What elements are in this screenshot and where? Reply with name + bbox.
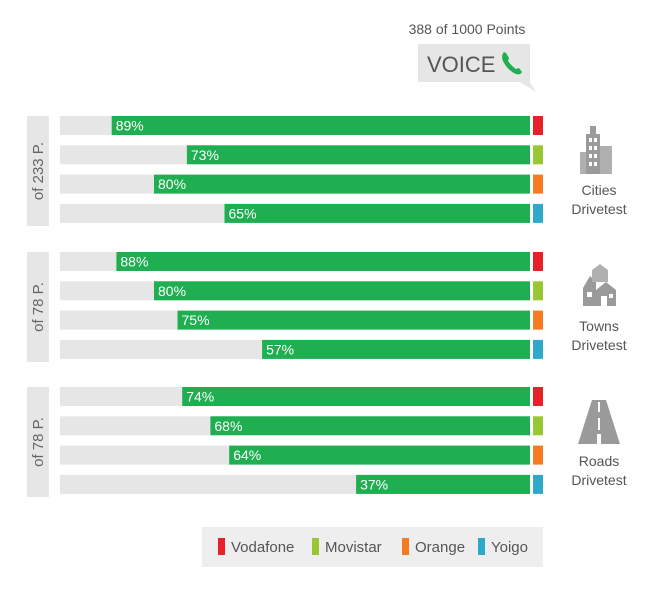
value-label-cities-movistar: 73% xyxy=(191,147,219,163)
value-label-towns-orange: 75% xyxy=(182,312,210,328)
caption-towns: Towns xyxy=(579,318,619,334)
value-label-roads-orange: 64% xyxy=(233,447,261,463)
caption-cities-drivetest: Drivetest xyxy=(571,201,626,217)
legend-label-orange: Orange xyxy=(415,539,465,556)
series-swatch-towns-orange xyxy=(533,310,543,330)
series-swatch-cities-vodafone xyxy=(533,116,543,135)
bar-cities-vodafone xyxy=(111,116,530,135)
caption-roads: Roads xyxy=(579,453,619,469)
voice-label: VOICE xyxy=(427,52,495,77)
points-text: 388 of 1000 Points xyxy=(409,21,526,37)
series-swatch-towns-yoigo xyxy=(533,339,543,359)
value-label-cities-orange: 80% xyxy=(158,176,186,192)
series-swatch-roads-movistar xyxy=(533,416,543,436)
bar-towns-yoigo xyxy=(262,339,530,359)
bar-roads-vodafone xyxy=(182,387,530,406)
series-swatch-cities-orange xyxy=(533,174,543,194)
bar-roads-orange xyxy=(229,445,530,465)
bar-towns-movistar xyxy=(154,281,530,301)
series-swatch-roads-yoigo xyxy=(533,474,543,494)
bar-towns-vodafone xyxy=(116,252,531,271)
bar-cities-movistar xyxy=(186,145,530,165)
legend-swatch-yoigo xyxy=(478,538,485,555)
legend-swatch-vodafone xyxy=(218,538,225,555)
value-label-roads-vodafone: 74% xyxy=(186,389,214,405)
bar-cities-orange xyxy=(154,174,530,194)
series-swatch-towns-vodafone xyxy=(533,252,543,271)
series-swatch-roads-orange xyxy=(533,445,543,465)
legend-label-vodafone: Vodafone xyxy=(231,539,294,556)
value-label-towns-vodafone: 88% xyxy=(120,254,148,270)
legend-swatch-orange xyxy=(402,538,409,555)
bar-towns-orange xyxy=(177,310,530,330)
bar-roads-movistar xyxy=(210,416,530,436)
side-label-roads: of 78 P. xyxy=(30,417,47,467)
series-swatch-cities-movistar xyxy=(533,145,543,165)
value-label-cities-vodafone: 89% xyxy=(116,118,144,134)
value-label-roads-yoigo: 37% xyxy=(360,476,388,492)
legend-label-yoigo: Yoigo xyxy=(491,539,528,556)
side-label-cities: of 233 P. xyxy=(30,142,47,200)
bar-cities-yoigo xyxy=(224,203,530,223)
phone-icon xyxy=(502,52,522,75)
bar-roads-yoigo xyxy=(356,474,530,494)
value-label-roads-movistar: 68% xyxy=(214,418,242,434)
side-label-towns: of 78 P. xyxy=(30,282,47,332)
legend-box xyxy=(202,527,543,567)
caption-cities: Cities xyxy=(581,182,616,198)
legend-label-movistar: Movistar xyxy=(325,539,382,556)
side-tab-towns xyxy=(27,252,49,362)
series-swatch-cities-yoigo xyxy=(533,203,543,223)
value-label-towns-movistar: 80% xyxy=(158,283,186,299)
road-icon xyxy=(578,400,620,444)
series-swatch-roads-vodafone xyxy=(533,387,543,406)
city-buildings-icon xyxy=(580,126,612,174)
caption-towns-drivetest: Drivetest xyxy=(571,337,626,353)
series-swatch-towns-movistar xyxy=(533,281,543,301)
value-label-cities-yoigo: 65% xyxy=(229,205,257,221)
value-label-towns-yoigo: 57% xyxy=(266,341,294,357)
side-tab-roads xyxy=(27,387,49,497)
caption-roads-drivetest: Drivetest xyxy=(571,472,626,488)
town-houses-icon xyxy=(583,264,616,306)
side-tab-cities xyxy=(27,116,49,226)
legend-swatch-movistar xyxy=(312,538,319,555)
